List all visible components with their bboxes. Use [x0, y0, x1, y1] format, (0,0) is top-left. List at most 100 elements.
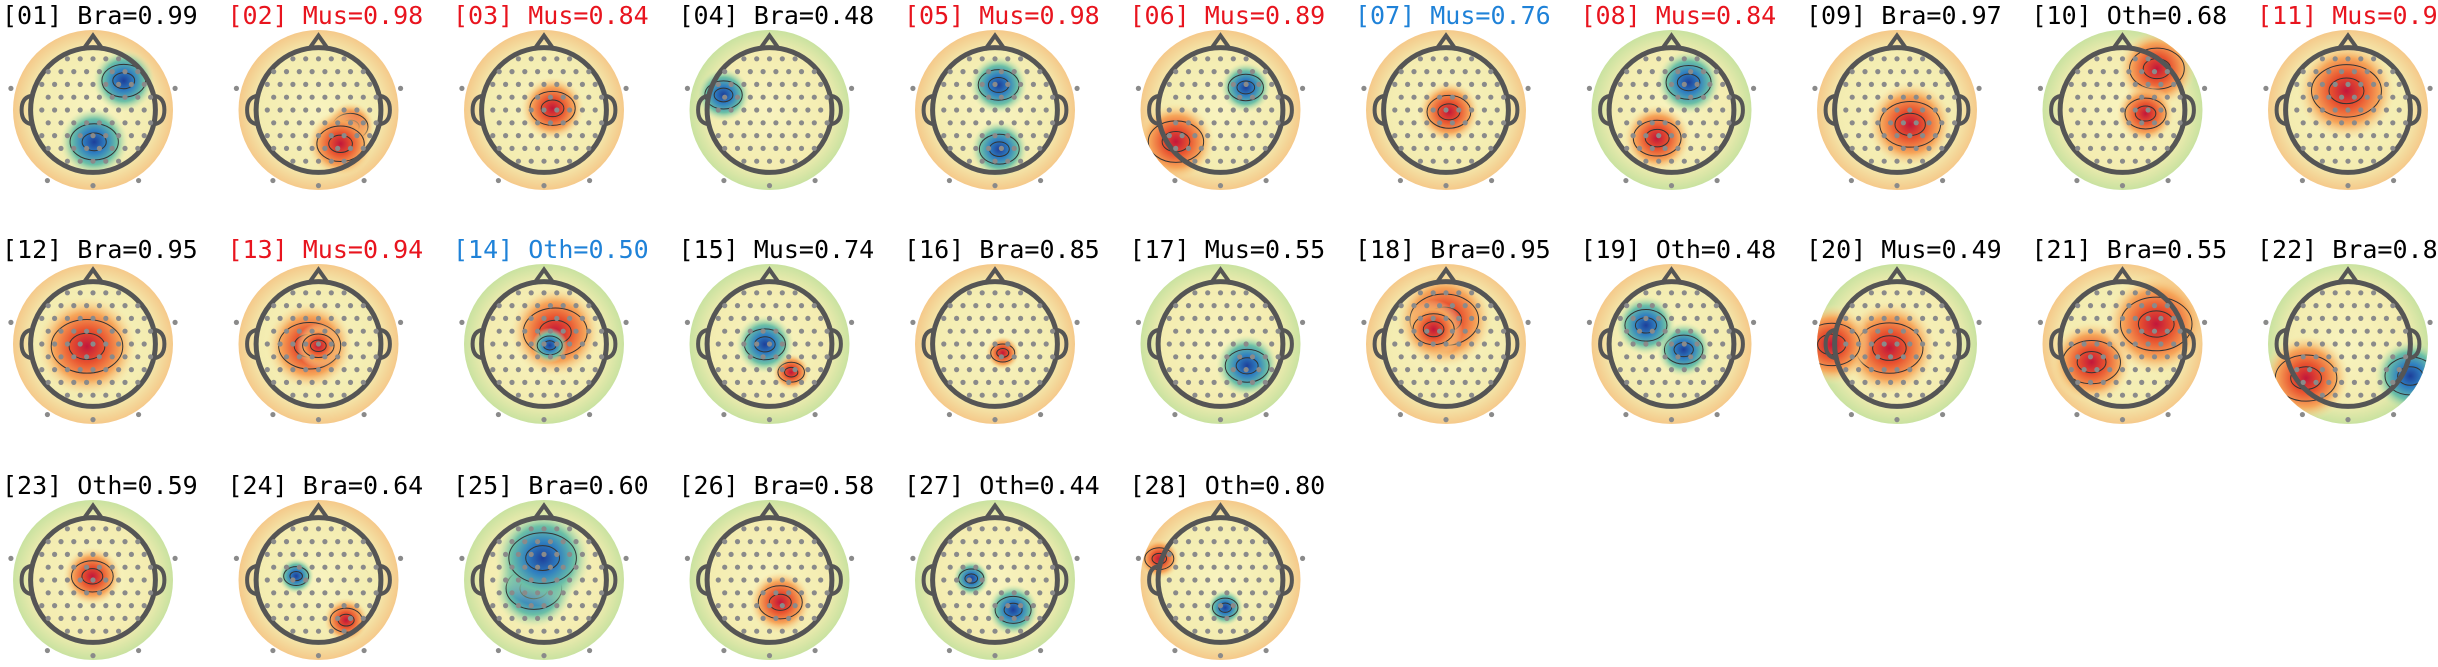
electrode [490, 551, 496, 558]
electrode [2119, 315, 2126, 321]
electrode [1392, 315, 1398, 321]
electrode [992, 158, 998, 164]
electrode [766, 653, 773, 659]
electrode [1913, 94, 1919, 100]
electrode [264, 577, 270, 583]
electrode [587, 411, 593, 418]
electrode [347, 303, 354, 309]
electrode [1198, 145, 1204, 151]
electrode [1392, 107, 1398, 113]
field-blob [964, 50, 1033, 119]
electrode [322, 590, 328, 596]
topomap-panel: [06] Mus=0.89 [1130, 1, 1325, 190]
electrode [1843, 107, 1849, 113]
electrode [264, 81, 270, 87]
electrode [1205, 315, 1211, 321]
electrode [760, 615, 766, 622]
electrode [1361, 85, 1367, 91]
electrode [1868, 81, 1874, 87]
head-ear [245, 94, 257, 126]
electrode [77, 628, 83, 634]
electrode [290, 341, 296, 347]
electrode [811, 615, 817, 622]
electrode [1005, 56, 1011, 62]
electrode [315, 603, 322, 609]
electrode [347, 328, 354, 334]
electrode [1018, 341, 1024, 347]
electrode [233, 319, 240, 325]
electrode [567, 56, 573, 62]
electrode [947, 539, 953, 545]
head-outline [479, 279, 609, 409]
electrode [1907, 315, 1913, 321]
electrode [290, 107, 296, 113]
electrode [747, 539, 753, 545]
electrode [1005, 526, 1011, 532]
electrode [1488, 69, 1494, 75]
electrode [721, 411, 727, 418]
electrode [90, 653, 96, 659]
electrode [2177, 328, 2183, 334]
electrode [2113, 328, 2119, 334]
electrode [792, 290, 798, 296]
electrode [1668, 341, 1675, 347]
electrode [1243, 367, 1249, 373]
electrode [528, 133, 534, 139]
electrode [2139, 303, 2145, 309]
electrode [2319, 290, 2325, 296]
electrode [1694, 107, 1700, 113]
electrode [567, 341, 573, 347]
electrode [2164, 303, 2170, 309]
electrode [741, 526, 747, 532]
electrode [960, 564, 966, 570]
electrode [2345, 107, 2351, 113]
contour [1676, 73, 1701, 92]
electrode [1875, 328, 1881, 334]
electrode [522, 590, 528, 596]
electrode [2391, 177, 2397, 184]
electrode [2319, 158, 2325, 164]
electrode [1237, 615, 1243, 622]
electrode [328, 341, 334, 347]
electrode [592, 133, 598, 139]
electrode [1185, 354, 1192, 360]
electrode [779, 315, 785, 321]
electrode [515, 551, 522, 558]
electrode [848, 85, 855, 91]
electrode [573, 379, 579, 385]
electrode [2358, 56, 2364, 62]
electrode [1005, 81, 1011, 87]
electrode [84, 303, 90, 309]
electrode [541, 133, 547, 139]
electrode [947, 379, 953, 385]
electrode [1494, 367, 1500, 373]
electrode [341, 551, 347, 558]
electrode [1198, 354, 1204, 360]
electrode [90, 107, 96, 113]
electrode [1166, 341, 1172, 347]
electrode [1037, 539, 1043, 545]
electrode [1894, 315, 1900, 321]
electrode [509, 145, 515, 151]
electrode [303, 315, 309, 321]
electrode [1900, 145, 1906, 151]
electrode [1417, 315, 1423, 321]
electrode [2345, 417, 2351, 423]
electrode [1856, 133, 1862, 139]
electrode [1237, 379, 1243, 385]
electrode [722, 69, 728, 75]
electrode [503, 81, 509, 87]
electrode [1939, 69, 1945, 75]
electrode [722, 145, 728, 151]
contour [1218, 602, 1233, 613]
electrode [1417, 56, 1423, 62]
electrode [2087, 94, 2094, 100]
head-nose [306, 502, 331, 521]
electrode [722, 328, 728, 334]
electrode [986, 303, 992, 309]
contour [508, 532, 577, 584]
electrode [172, 555, 178, 562]
electrode [64, 56, 70, 62]
electrode [1437, 328, 1443, 334]
electrode [941, 603, 947, 609]
